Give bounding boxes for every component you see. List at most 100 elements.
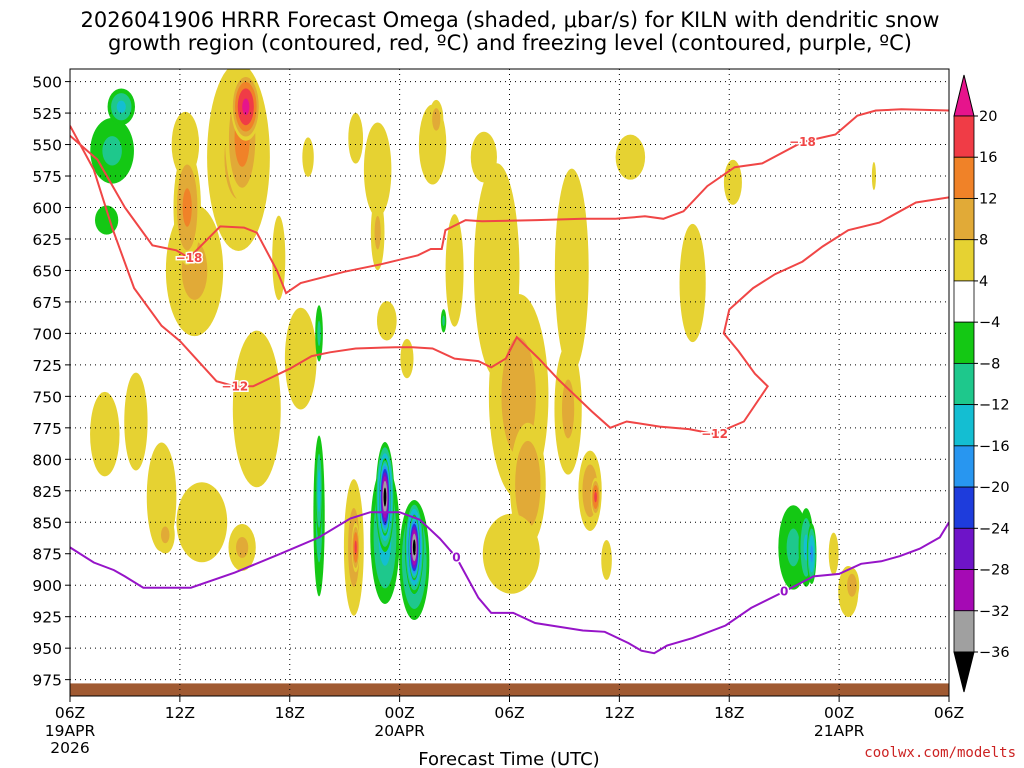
omega-cell [107, 88, 135, 126]
omega-level [116, 100, 126, 113]
omega-level [302, 137, 314, 177]
colorbar-label: −16 [979, 439, 1010, 455]
omega-level [374, 215, 381, 250]
dgz-upper-contour-label: −18 [176, 251, 203, 265]
omega-cell [90, 391, 120, 477]
omega-level [236, 536, 249, 558]
omega-cell [408, 514, 420, 581]
omega-level [383, 487, 387, 507]
omega-cell [351, 522, 360, 573]
omega-cell [363, 122, 392, 217]
y-tick-label: 875 [32, 546, 62, 564]
omega-cell [232, 330, 281, 488]
omega-level [272, 215, 286, 301]
omega-cell [302, 137, 314, 177]
y-tick-label: 675 [32, 294, 62, 312]
colorbar-bin [953, 115, 975, 158]
y-tick-label: 500 [32, 74, 62, 92]
omega-level [284, 307, 317, 410]
omega-level [317, 469, 321, 513]
credit-text: coolwx.com/modelts [864, 745, 1016, 761]
omega-cell [615, 134, 646, 180]
y-tick-label: 575 [32, 168, 62, 186]
omega-level [679, 223, 706, 343]
omega-cell [173, 149, 201, 266]
colorbar-label: 12 [979, 191, 997, 207]
omega-level [412, 539, 416, 556]
colorbar-bin [953, 239, 975, 282]
omega-cell [376, 301, 397, 341]
omega-cell [315, 305, 323, 362]
x-tick-label: 00Z [384, 704, 414, 722]
omega-level [317, 320, 321, 346]
colorbar-under-triangle [953, 651, 975, 693]
colorbar-bin [953, 486, 975, 529]
x-tick-label: 18Z [275, 704, 305, 722]
colorbar-label: 8 [979, 233, 988, 249]
omega-cell [482, 513, 540, 594]
omega-level [847, 573, 857, 597]
x-tick-label: 00Z [824, 704, 854, 722]
omega-cell [272, 215, 286, 301]
freezing-level-contour-label: 0 [452, 551, 460, 565]
dgz-lower-contour-label: −12 [701, 427, 728, 441]
x-tick-label: 06Z [934, 704, 964, 722]
omega-cell [228, 523, 256, 571]
dgz-lower-contour [70, 125, 949, 436]
omega-shading [90, 69, 876, 620]
omega-cell [445, 214, 464, 327]
freezing-level-contour-label: 0 [780, 585, 788, 599]
x-tick-date-label: 20APR [374, 722, 425, 740]
omega-level [871, 161, 876, 191]
omega-cell [155, 516, 175, 554]
omega-level [810, 545, 813, 563]
omega-level [160, 526, 170, 544]
colorbar-bin [953, 527, 975, 570]
y-tick-label: 825 [32, 483, 62, 501]
omega-level [354, 540, 357, 555]
colorbar-label: −28 [979, 563, 1010, 579]
omega-cell [429, 99, 444, 139]
y-tick-label: 650 [32, 262, 62, 280]
omega-level [176, 482, 228, 563]
omega-level [561, 379, 575, 439]
omega-level [515, 440, 541, 529]
omega-cell [470, 131, 497, 183]
omega-level [102, 136, 122, 166]
omega-level [482, 513, 540, 594]
contour-lines: −18 −18 −12 −12 0 0 [70, 108, 949, 655]
omega-cell [230, 72, 261, 141]
x-tick-date-label: 2026 [50, 739, 89, 757]
omega-cell [348, 112, 364, 164]
chart-title-line2: growth region (contoured, red, ºC) and f… [108, 31, 912, 55]
omega-level [242, 98, 250, 116]
omega-level [363, 122, 392, 217]
omega-cell [828, 532, 839, 575]
colorbar-bin [953, 156, 975, 199]
y-tick-label: 625 [32, 231, 62, 249]
omega-level [445, 214, 464, 327]
x-tick-label: 06Z [55, 704, 85, 722]
omega-cell [284, 307, 317, 410]
omega-level [124, 372, 148, 471]
colorbar-label: −4 [979, 315, 1000, 331]
y-tick-label: 800 [32, 451, 62, 469]
omega-cell [176, 482, 228, 563]
omega-cell [440, 309, 447, 333]
colorbar-label: −24 [979, 521, 1010, 537]
colorbar-label: −20 [979, 480, 1010, 496]
omega-level [786, 528, 801, 567]
x-tick-label: 06Z [494, 704, 524, 722]
omega-cell [806, 523, 817, 585]
omega-level [554, 168, 589, 373]
y-tick-label: 775 [32, 420, 62, 438]
colorbar-bin [953, 321, 975, 364]
omega-level [348, 112, 364, 164]
y-tick-label: 850 [32, 514, 62, 532]
y-tick-label: 950 [32, 640, 62, 658]
colorbar-label: −8 [979, 356, 1000, 372]
omega-level [232, 330, 281, 488]
axes: 500 525 550 575 600 625 650 675 700 725 750 775 800 8… [32, 74, 964, 757]
omega-level [400, 338, 414, 379]
omega-level [90, 391, 120, 477]
